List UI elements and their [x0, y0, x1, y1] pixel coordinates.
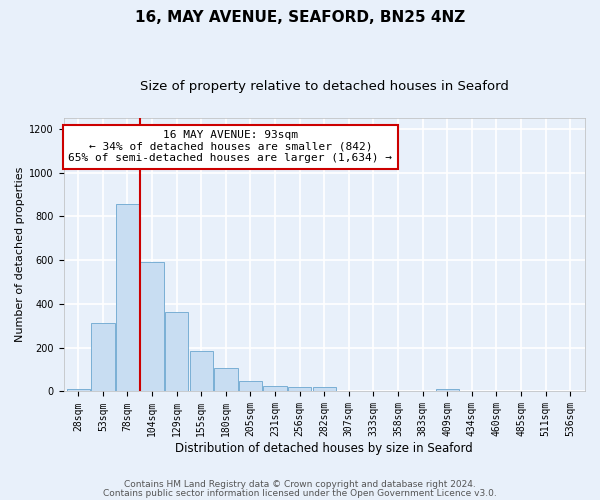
Text: 16 MAY AVENUE: 93sqm
← 34% of detached houses are smaller (842)
65% of semi-deta: 16 MAY AVENUE: 93sqm ← 34% of detached h… [68, 130, 392, 164]
Bar [239, 381, 262, 392]
Bar [190, 351, 213, 392]
Bar [116, 204, 139, 392]
Bar [140, 262, 164, 392]
Bar [91, 322, 115, 392]
Y-axis label: Number of detached properties: Number of detached properties [15, 167, 25, 342]
Bar [67, 390, 90, 392]
X-axis label: Distribution of detached houses by size in Seaford: Distribution of detached houses by size … [175, 442, 473, 455]
Bar [214, 368, 238, 392]
Bar [288, 387, 311, 392]
Bar [263, 386, 287, 392]
Text: Contains HM Land Registry data © Crown copyright and database right 2024.: Contains HM Land Registry data © Crown c… [124, 480, 476, 489]
Title: Size of property relative to detached houses in Seaford: Size of property relative to detached ho… [140, 80, 509, 93]
Bar [313, 387, 336, 392]
Bar [165, 312, 188, 392]
Bar [436, 390, 459, 392]
Text: Contains public sector information licensed under the Open Government Licence v3: Contains public sector information licen… [103, 488, 497, 498]
Text: 16, MAY AVENUE, SEAFORD, BN25 4NZ: 16, MAY AVENUE, SEAFORD, BN25 4NZ [135, 10, 465, 25]
